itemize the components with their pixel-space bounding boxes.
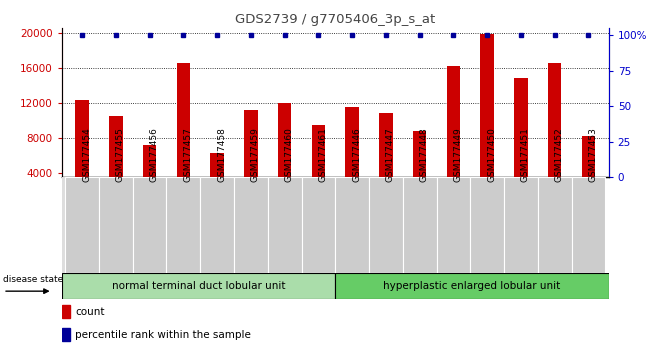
Bar [210, 153, 224, 207]
Bar [143, 145, 156, 207]
Bar [268, 177, 301, 273]
Text: GSM177452: GSM177452 [555, 127, 564, 182]
Text: GSM177446: GSM177446 [352, 127, 361, 182]
Text: GSM177449: GSM177449 [453, 127, 462, 182]
Bar [548, 63, 561, 207]
Bar [312, 125, 325, 207]
Text: GSM177456: GSM177456 [150, 127, 159, 182]
Bar [403, 177, 437, 273]
Text: percentile rank within the sample: percentile rank within the sample [75, 330, 251, 339]
Text: GSM177460: GSM177460 [284, 127, 294, 182]
Bar [76, 100, 89, 207]
Text: hyperplastic enlarged lobular unit: hyperplastic enlarged lobular unit [383, 281, 561, 291]
Bar [335, 177, 369, 273]
Text: disease state: disease state [3, 275, 63, 284]
Text: GSM177451: GSM177451 [521, 127, 530, 182]
Bar [437, 177, 470, 273]
Text: GSM177459: GSM177459 [251, 127, 260, 182]
Bar [504, 177, 538, 273]
Bar [514, 78, 528, 207]
Bar [470, 177, 504, 273]
Text: GSM177457: GSM177457 [184, 127, 192, 182]
Bar [413, 131, 426, 207]
Text: GSM177458: GSM177458 [217, 127, 226, 182]
Bar [379, 113, 393, 207]
Text: GSM177450: GSM177450 [487, 127, 496, 182]
Bar [201, 177, 234, 273]
Bar [538, 177, 572, 273]
Bar [278, 103, 292, 207]
Bar [301, 177, 335, 273]
Text: GSM177448: GSM177448 [420, 127, 428, 182]
Bar [109, 116, 122, 207]
Bar [99, 177, 133, 273]
Text: count: count [75, 307, 104, 316]
Bar [335, 273, 609, 299]
Text: GSM177461: GSM177461 [318, 127, 327, 182]
Text: GSM177455: GSM177455 [116, 127, 125, 182]
Bar [62, 305, 70, 319]
Text: normal terminal duct lobular unit: normal terminal duct lobular unit [112, 281, 285, 291]
Bar [176, 63, 190, 207]
Bar [62, 328, 70, 342]
Bar [234, 177, 268, 273]
Text: GSM177454: GSM177454 [82, 127, 91, 182]
Text: GSM177453: GSM177453 [589, 127, 598, 182]
Bar [447, 66, 460, 207]
Bar [133, 177, 167, 273]
Bar [572, 177, 605, 273]
Bar [244, 110, 258, 207]
Bar [369, 177, 403, 273]
Bar [582, 136, 595, 207]
Bar [65, 177, 99, 273]
Text: GSM177447: GSM177447 [386, 127, 395, 182]
Bar [62, 273, 335, 299]
Bar [346, 107, 359, 207]
Title: GDS2739 / g7705406_3p_s_at: GDS2739 / g7705406_3p_s_at [235, 13, 436, 26]
Bar [480, 34, 494, 207]
Bar [167, 177, 201, 273]
